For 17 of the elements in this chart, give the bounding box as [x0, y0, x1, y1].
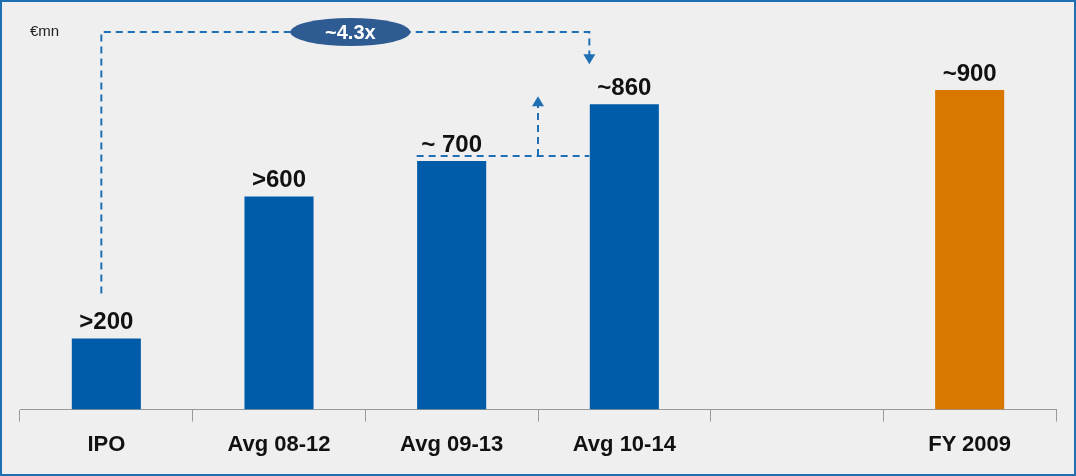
bar: [244, 196, 314, 410]
bar: [71, 338, 141, 410]
data-label: ~900: [942, 58, 997, 86]
text: ~4.3x: [325, 21, 376, 43]
x-tick-label: FY 2009: [928, 430, 1012, 456]
y-axis-title: €mn: [30, 22, 60, 39]
x-tick-label: IPO: [87, 430, 126, 456]
data-label: ~ 700: [421, 129, 483, 157]
data-label: >200: [79, 307, 134, 335]
bar: [589, 104, 659, 410]
bar: [935, 90, 1005, 410]
bar: [417, 161, 487, 410]
data-label: ~860: [597, 72, 652, 100]
x-tick-label: Avg 09-13: [400, 430, 504, 456]
x-tick-label: Avg 08-12: [227, 430, 331, 456]
x-tick-label: Avg 10-14: [572, 430, 677, 456]
data-label: >600: [251, 165, 307, 193]
